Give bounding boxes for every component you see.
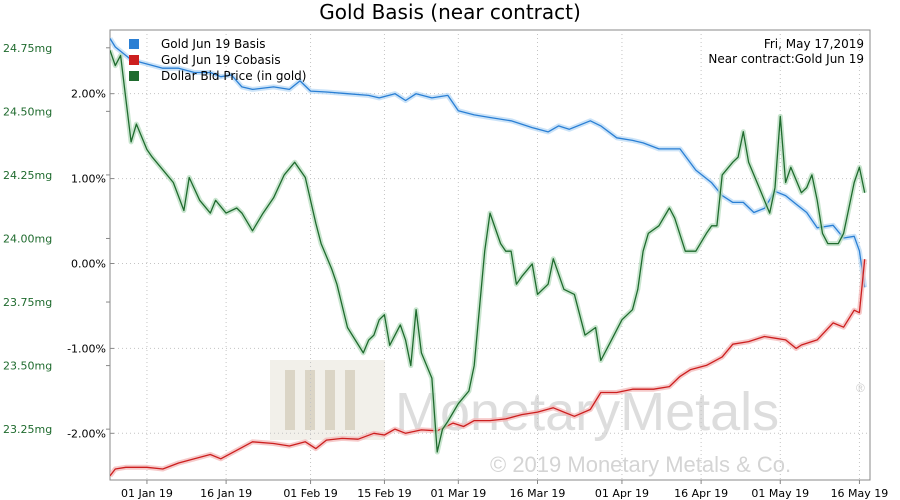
x-tick-label: 01 Feb 19	[283, 487, 337, 500]
y-right-tick-label: 2.00%	[71, 88, 106, 101]
y-left-tick-label: 24.00mg	[3, 232, 52, 245]
legend-label-basis: Gold Jun 19 Basis	[161, 37, 265, 51]
x-tick-label: 01 Jan 19	[121, 487, 173, 500]
y-right-tick-label: -2.00%	[67, 427, 106, 440]
plot-frame	[109, 29, 871, 481]
watermark-logo-bar	[345, 370, 355, 430]
legend-swatch-dollar	[129, 71, 139, 81]
watermark-logo-bar	[305, 370, 315, 430]
watermark-logo-bar	[325, 370, 335, 430]
x-tick-label: 15 Feb 19	[357, 487, 411, 500]
y-left-tick-label: 24.50mg	[3, 105, 52, 118]
info-contract: Near contract:Gold Jun 19	[708, 52, 864, 66]
chart-title: Gold Basis (near contract)	[319, 0, 581, 24]
axis-layer: 01 Jan 19 16 Jan 19 01 Feb 19 15 Feb 19 01 M…	[3, 42, 888, 500]
x-tick-label: 16 Jan 19	[200, 487, 252, 500]
x-tick-label: 16 May 19	[831, 487, 889, 500]
y-left-tick-label: 24.25mg	[3, 169, 52, 182]
y-left-tick-label: 23.25mg	[3, 423, 52, 436]
x-tick-label: 16 Mar 19	[510, 487, 566, 500]
watermark-registered: ®	[856, 381, 865, 395]
y-right-tick-label: 1.00%	[71, 173, 106, 186]
x-tick-label: 01 Mar 19	[430, 487, 486, 500]
series-line-1	[110, 259, 866, 477]
legend: Gold Jun 19 Basis Gold Jun 19 Cobasis Do…	[129, 37, 306, 83]
y-right-tick-label: -1.00%	[67, 342, 106, 355]
grid-layer	[110, 30, 870, 480]
watermark: MonetaryMetals ® © 2019 Monetary Metals …	[270, 360, 865, 477]
legend-label-dollar: Dollar Bid Price (in gold)	[161, 69, 306, 83]
watermark-logo-bar	[285, 370, 295, 430]
x-tick-label: 16 Apr 19	[674, 487, 728, 500]
series-layer	[110, 37, 868, 478]
series-line-0	[110, 38, 866, 288]
y-right-tick-label: 0.00%	[71, 257, 106, 270]
series-glow	[110, 258, 868, 478]
y-left-tick-label: 23.75mg	[3, 296, 52, 309]
watermark-copyright: © 2019 Monetary Metals & Co.	[490, 452, 791, 477]
legend-label-cobasis: Gold Jun 19 Cobasis	[161, 53, 281, 67]
legend-swatch-cobasis	[129, 55, 139, 65]
legend-swatch-basis	[129, 39, 139, 49]
y-left-tick-label: 24.75mg	[3, 42, 52, 55]
series-line-2	[110, 50, 866, 453]
y-left-tick-label: 23.50mg	[3, 360, 52, 373]
x-tick-label: 01 May 19	[751, 487, 809, 500]
info-date: Fri, May 17,2019	[764, 37, 864, 51]
x-tick-label: 01 Apr 19	[595, 487, 649, 500]
